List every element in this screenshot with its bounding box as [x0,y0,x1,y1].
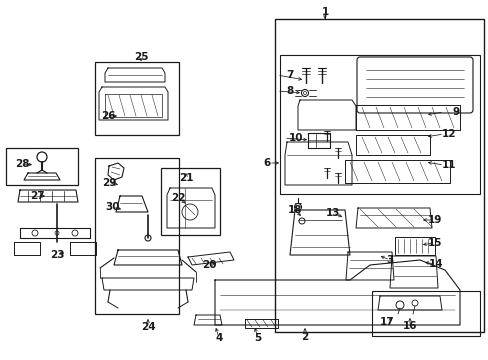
Text: 26: 26 [101,111,115,121]
Text: 9: 9 [451,107,459,117]
Text: 3: 3 [386,255,393,265]
Text: 16: 16 [402,321,416,331]
Text: 5: 5 [254,333,261,343]
Bar [95,62,179,135]
Text: 7: 7 [286,70,293,80]
Bar [280,55,479,194]
Text: 22: 22 [170,193,185,203]
Bar [371,291,479,336]
Text: 11: 11 [441,160,455,170]
Bar [6,148,78,185]
Text: 25: 25 [134,52,148,62]
Bar [274,19,483,332]
Text: 24: 24 [141,322,155,332]
Text: 14: 14 [428,259,443,269]
Text: 28: 28 [15,159,29,169]
Bar [95,158,179,314]
Text: 23: 23 [50,250,64,260]
Text: 13: 13 [325,208,340,218]
Text: 12: 12 [441,129,455,139]
Text: 29: 29 [102,178,116,188]
Text: 17: 17 [379,317,393,327]
Text: 4: 4 [215,333,222,343]
Text: 1: 1 [321,7,328,17]
Text: 8: 8 [286,86,293,96]
Text: 6: 6 [263,158,270,168]
Text: 10: 10 [288,133,303,143]
Text: 15: 15 [427,238,441,248]
Text: 18: 18 [287,205,302,215]
Bar [161,168,220,235]
Text: 21: 21 [179,173,193,183]
Text: 30: 30 [105,202,120,212]
Text: 2: 2 [301,332,308,342]
Text: 27: 27 [30,191,44,201]
Text: 20: 20 [202,260,216,270]
Text: 19: 19 [427,215,441,225]
